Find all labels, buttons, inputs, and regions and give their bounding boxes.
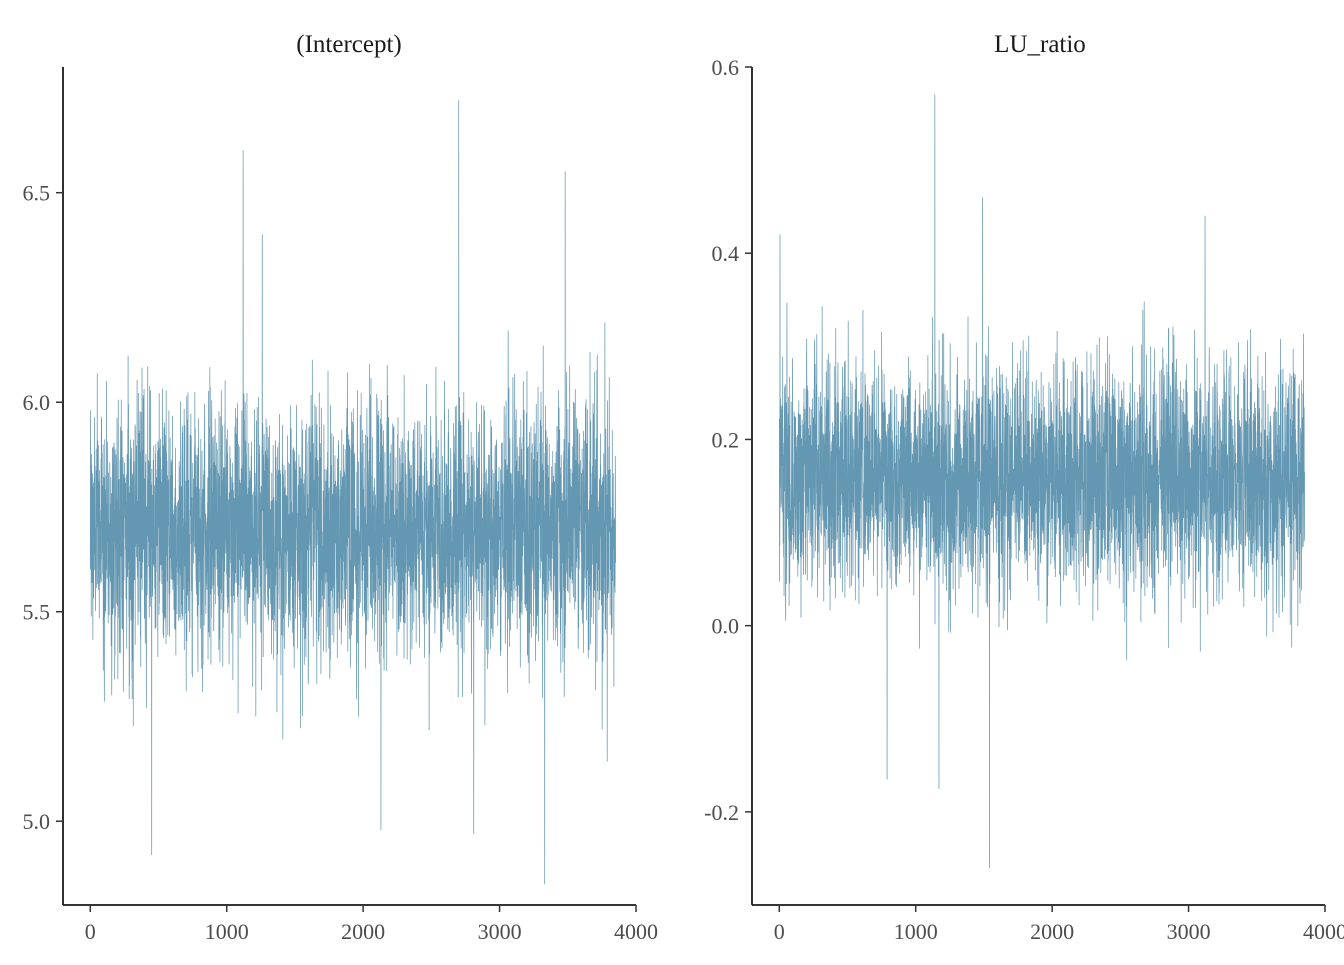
y-tick-label: 0.2 xyxy=(712,427,740,452)
y-tick-label: 5.5 xyxy=(23,600,51,625)
y-tick-label: 6.0 xyxy=(23,390,51,415)
panel-title-intercept: (Intercept) xyxy=(296,31,401,58)
x-tick-label: 1000 xyxy=(205,919,249,944)
trace-line xyxy=(89,100,616,885)
y-axis-ticks-lu-ratio: -0.2 0.0 0.2 0.4 0.6 xyxy=(704,55,752,825)
panel-lu-ratio: LU_ratio 0 1000 2000 3000 4000 -0.2 0.0 0.2 0.4… xyxy=(704,31,1344,944)
x-tick-label: 2000 xyxy=(1030,919,1074,944)
x-tick-label: 4000 xyxy=(1303,919,1344,944)
x-axis-ticks-lu-ratio: 0 1000 2000 3000 4000 xyxy=(774,905,1344,944)
y-tick-label: -0.2 xyxy=(704,800,739,825)
x-tick-label: 0 xyxy=(85,919,96,944)
y-tick-label: 6.5 xyxy=(23,181,51,206)
trace-series-lu-ratio xyxy=(778,94,1305,869)
y-tick-label: 5.0 xyxy=(23,809,51,834)
y-tick-label: 0.0 xyxy=(712,614,740,639)
x-tick-label: 3000 xyxy=(478,919,522,944)
x-tick-label: 4000 xyxy=(614,919,658,944)
x-tick-label: 1000 xyxy=(894,919,938,944)
trace-line xyxy=(778,94,1305,869)
panel-intercept: (Intercept) 0 1000 2000 3000 4000 5.0 5.5 6.0 6… xyxy=(23,31,659,944)
x-axis-ticks-intercept: 0 1000 2000 3000 4000 xyxy=(85,905,658,944)
trace-series-intercept xyxy=(89,100,616,885)
y-tick-label: 0.4 xyxy=(712,241,740,266)
x-tick-label: 2000 xyxy=(341,919,385,944)
x-tick-label: 0 xyxy=(774,919,785,944)
x-tick-label: 3000 xyxy=(1167,919,1211,944)
y-tick-label: 0.6 xyxy=(712,55,740,80)
y-axis-ticks-intercept: 5.0 5.5 6.0 6.5 xyxy=(23,181,63,834)
panel-title-lu-ratio: LU_ratio xyxy=(994,31,1086,58)
